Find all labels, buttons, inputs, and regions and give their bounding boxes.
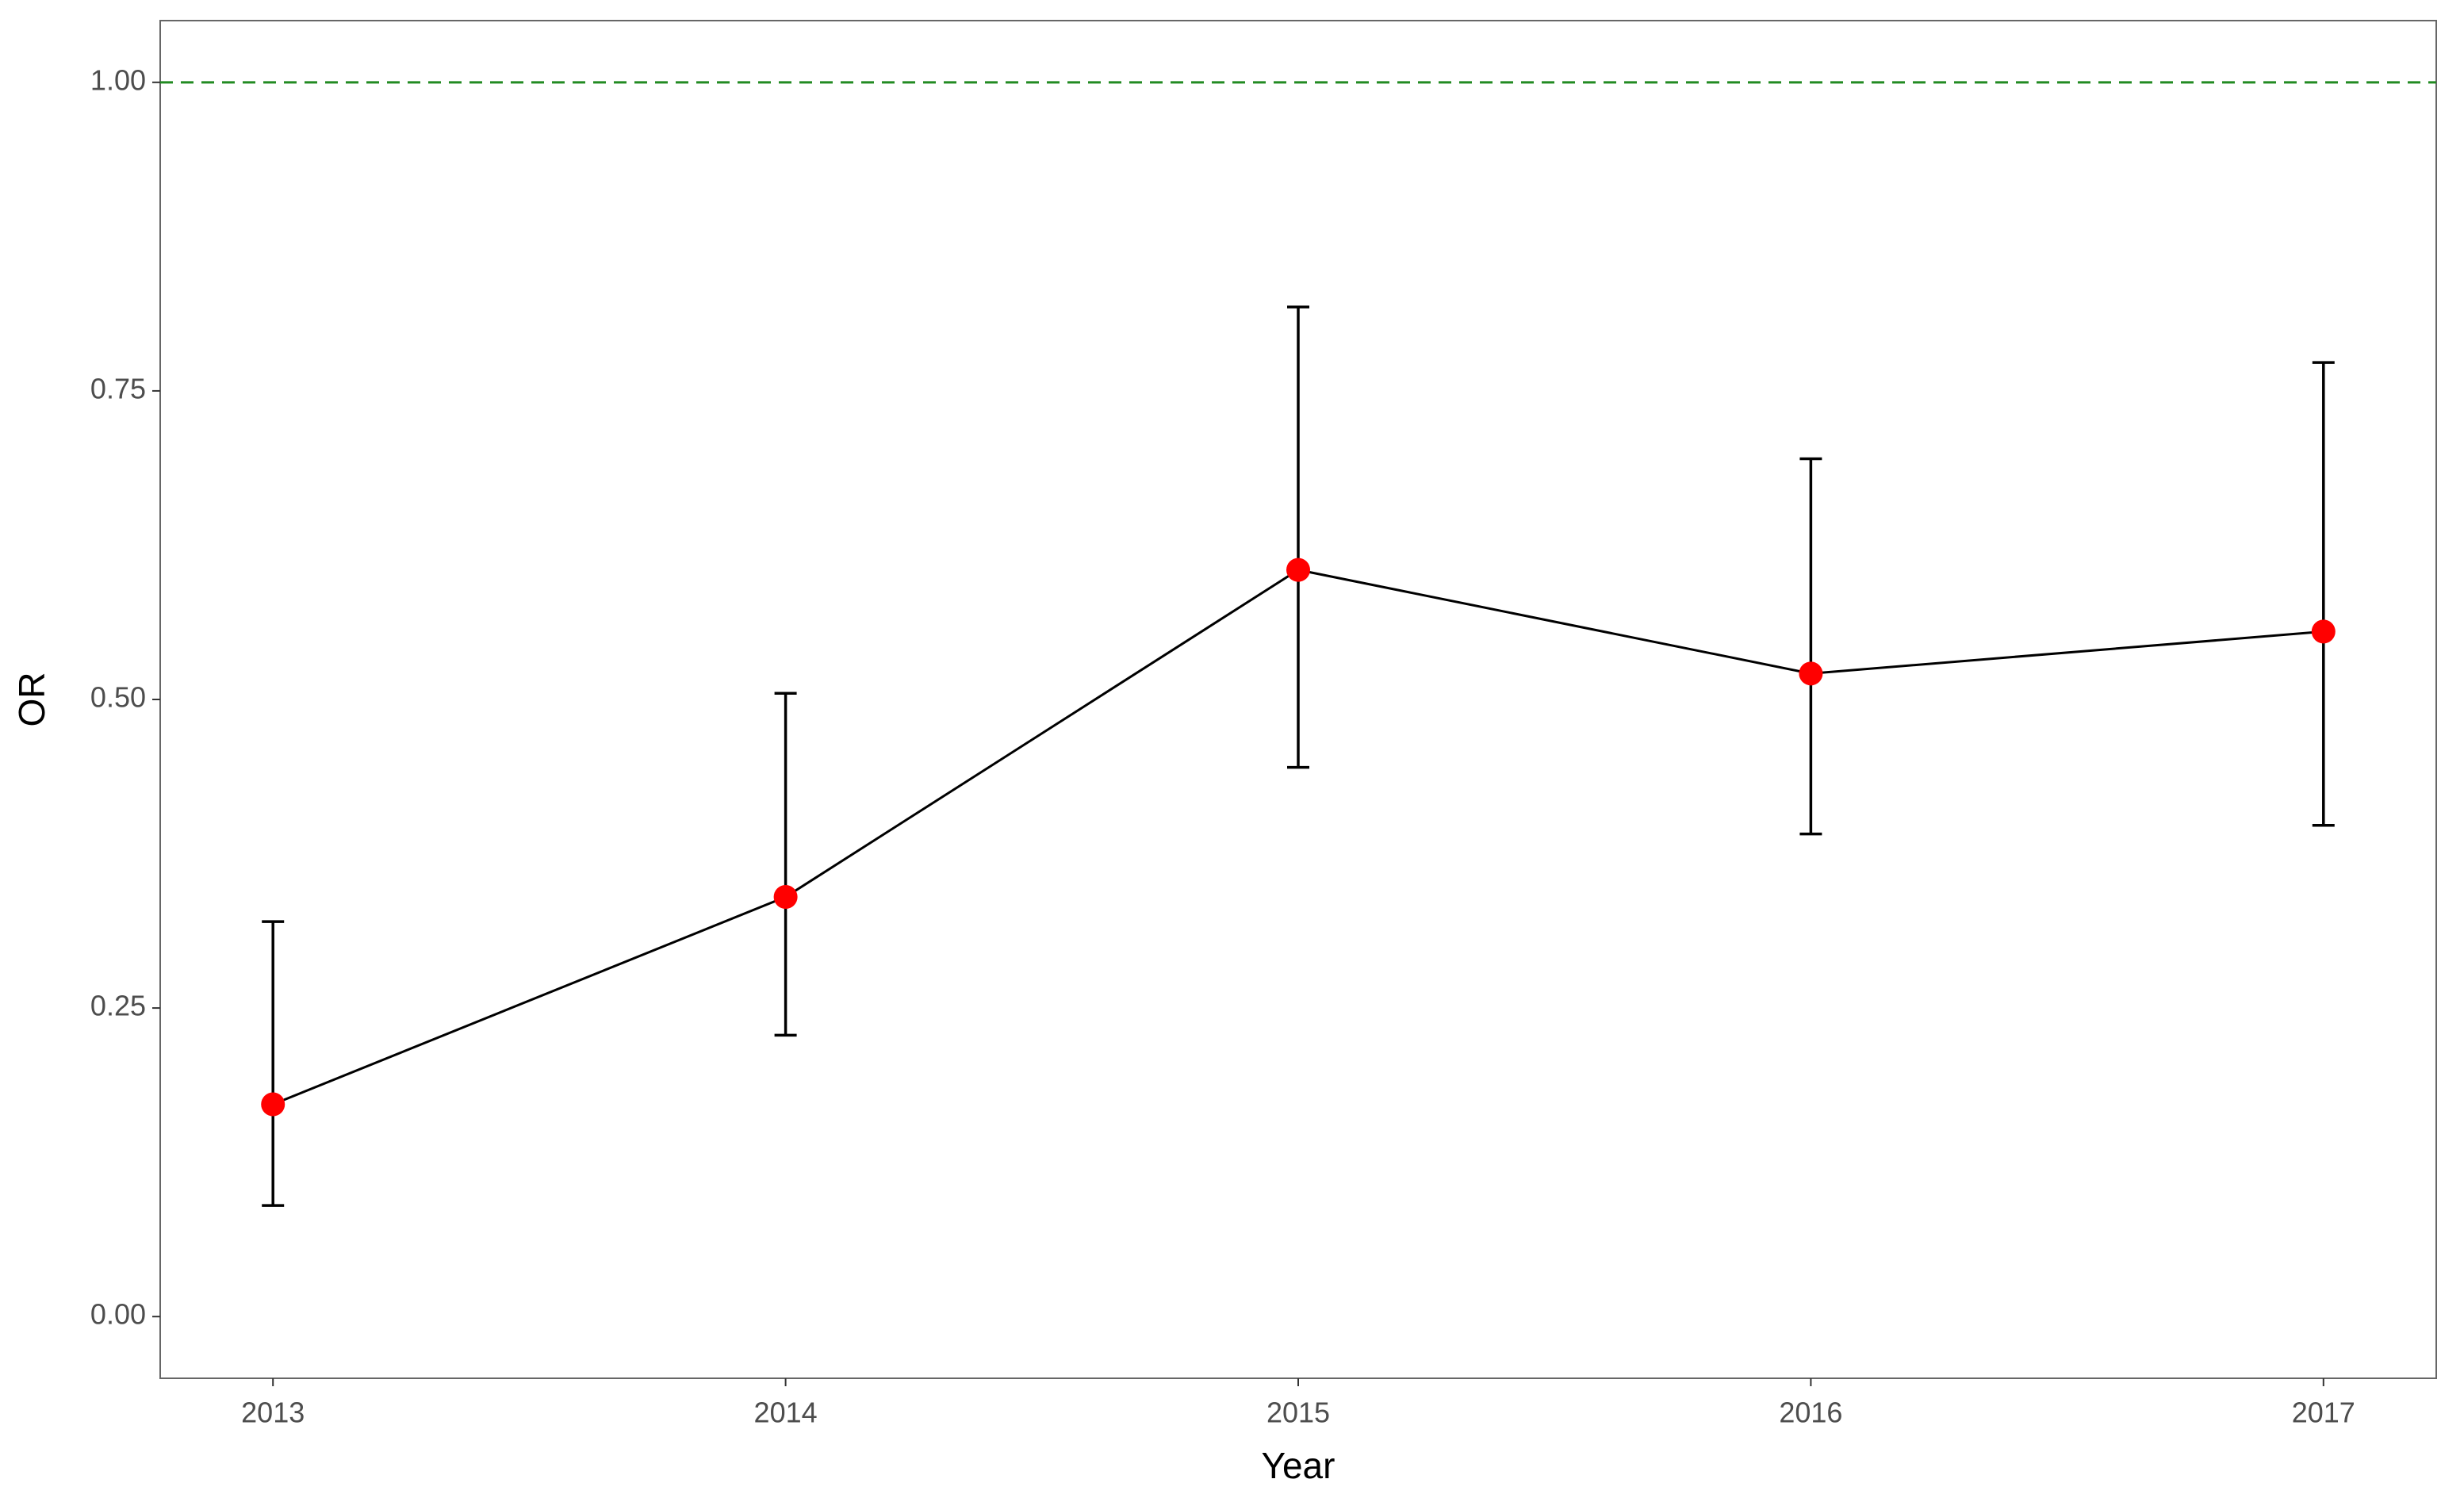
y-axis-title: OR [11,672,52,727]
point [1286,558,1310,582]
y-tick-label: 0.00 [90,1298,146,1331]
point [1799,661,1823,686]
x-tick-label: 2017 [2292,1397,2355,1429]
y-tick-label: 0.25 [90,990,146,1022]
error-bar [2312,361,2335,827]
error-bar [1799,457,1822,836]
y-tick-label: 0.50 [90,681,146,714]
error-bar [774,692,797,1037]
x-tick-label: 2013 [241,1397,305,1429]
point [2311,619,2336,644]
x-tick-label: 2015 [1266,1397,1330,1429]
x-tick-label: 2014 [754,1397,818,1429]
x-axis-title: Year [1262,1445,1335,1486]
error-bar [262,920,285,1207]
point [773,885,798,910]
y-tick-label: 1.00 [90,63,146,96]
error-bar [1287,305,1309,769]
point [261,1092,285,1117]
y-tick-label: 0.75 [90,372,146,404]
x-tick-label: 2016 [1779,1397,1842,1429]
